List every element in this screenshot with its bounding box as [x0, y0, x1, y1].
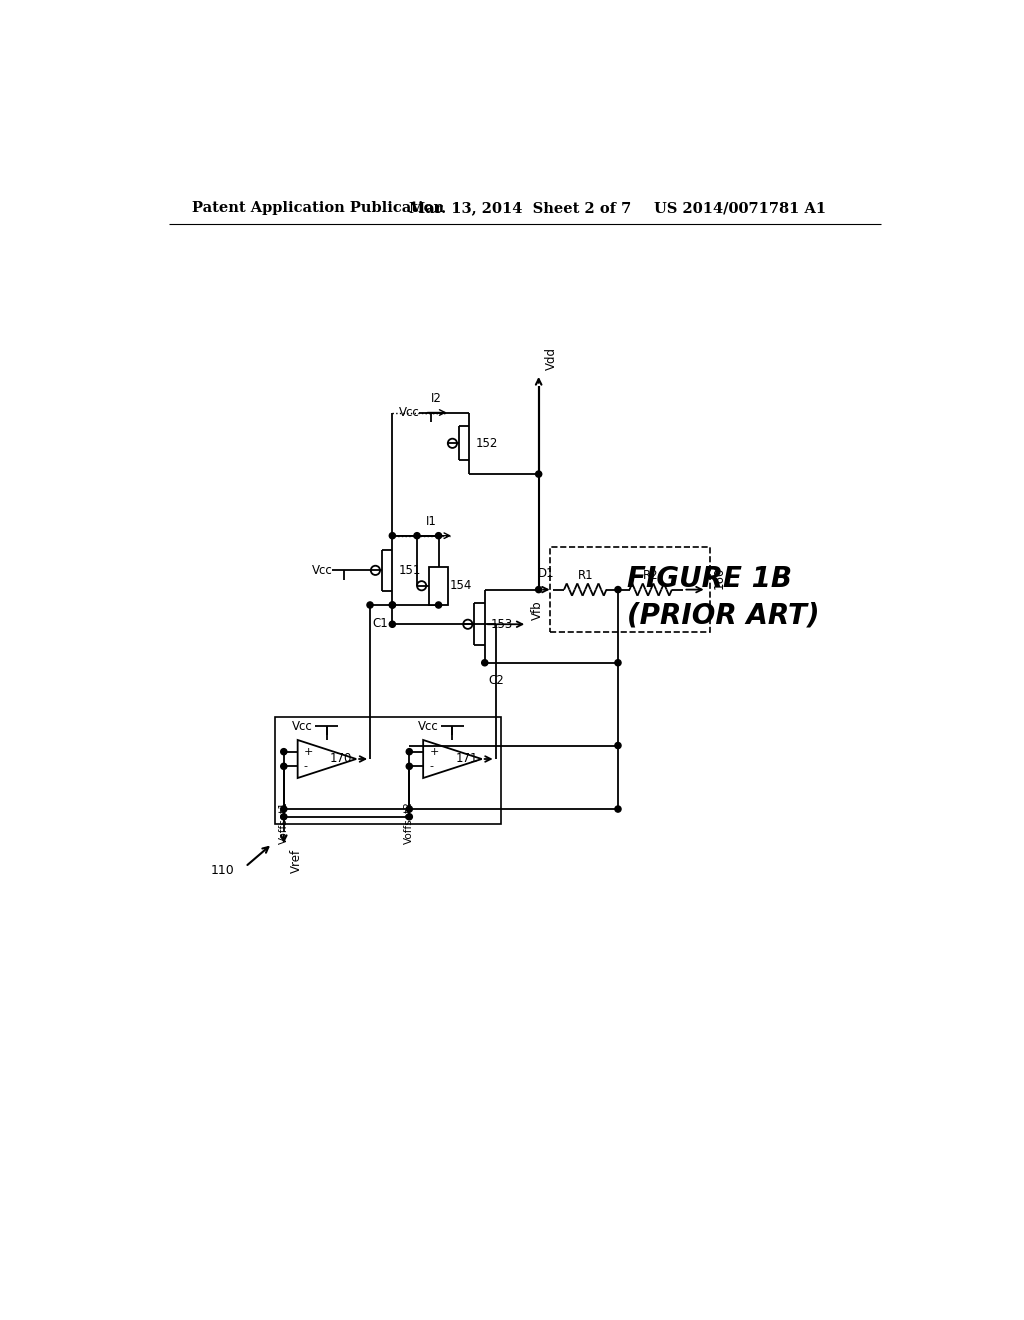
Circle shape [614, 586, 621, 593]
Text: +: + [304, 747, 313, 756]
Circle shape [389, 622, 395, 627]
Text: C2: C2 [488, 675, 505, 688]
Text: -: - [304, 762, 308, 771]
Text: Vfb: Vfb [531, 601, 544, 620]
Circle shape [481, 660, 487, 665]
Circle shape [389, 602, 395, 609]
Circle shape [389, 532, 395, 539]
Text: 151: 151 [398, 564, 421, 577]
Text: 170: 170 [330, 752, 352, 766]
Text: C1: C1 [373, 616, 388, 630]
Text: Voffset2: Voffset2 [404, 801, 415, 843]
Circle shape [435, 602, 441, 609]
Circle shape [407, 763, 413, 770]
Text: 110: 110 [210, 865, 234, 878]
Circle shape [281, 763, 287, 770]
Circle shape [614, 660, 621, 665]
Text: R2: R2 [643, 569, 658, 582]
Circle shape [614, 807, 621, 812]
Text: US 2014/0071781 A1: US 2014/0071781 A1 [654, 202, 826, 215]
Circle shape [367, 602, 373, 609]
Circle shape [536, 586, 542, 593]
Text: 153: 153 [490, 618, 513, 631]
Text: -: - [429, 762, 433, 771]
Text: Vdd: Vdd [545, 347, 558, 370]
Circle shape [407, 813, 413, 820]
Text: +: + [429, 747, 438, 756]
Text: Vcc: Vcc [311, 564, 333, 577]
Circle shape [614, 742, 621, 748]
Circle shape [389, 602, 395, 609]
Circle shape [536, 471, 542, 478]
Text: Vcc: Vcc [292, 719, 313, 733]
Text: Mar. 13, 2014  Sheet 2 of 7: Mar. 13, 2014 Sheet 2 of 7 [410, 202, 632, 215]
Text: FIGURE 1B
(PRIOR ART): FIGURE 1B (PRIOR ART) [628, 565, 819, 630]
Text: I2: I2 [431, 392, 441, 405]
Circle shape [281, 807, 287, 812]
Text: 154: 154 [450, 579, 472, 593]
Text: Patent Application Publication: Patent Application Publication [193, 202, 444, 215]
Text: R1: R1 [578, 569, 593, 582]
Circle shape [407, 748, 413, 755]
Text: Vcc: Vcc [398, 407, 419, 418]
Text: Vref: Vref [290, 849, 303, 874]
Text: D1: D1 [538, 568, 555, 581]
Text: Vcc: Vcc [418, 719, 438, 733]
Text: I1: I1 [425, 515, 436, 528]
Circle shape [414, 532, 420, 539]
Circle shape [281, 813, 287, 820]
Text: 152: 152 [475, 437, 498, 450]
Circle shape [407, 807, 413, 812]
Circle shape [435, 532, 441, 539]
Text: 160: 160 [713, 566, 726, 589]
Bar [429, 566, 447, 605]
Text: Voffset1: Voffset1 [279, 801, 289, 843]
Circle shape [281, 748, 287, 755]
Text: 171: 171 [456, 752, 478, 766]
